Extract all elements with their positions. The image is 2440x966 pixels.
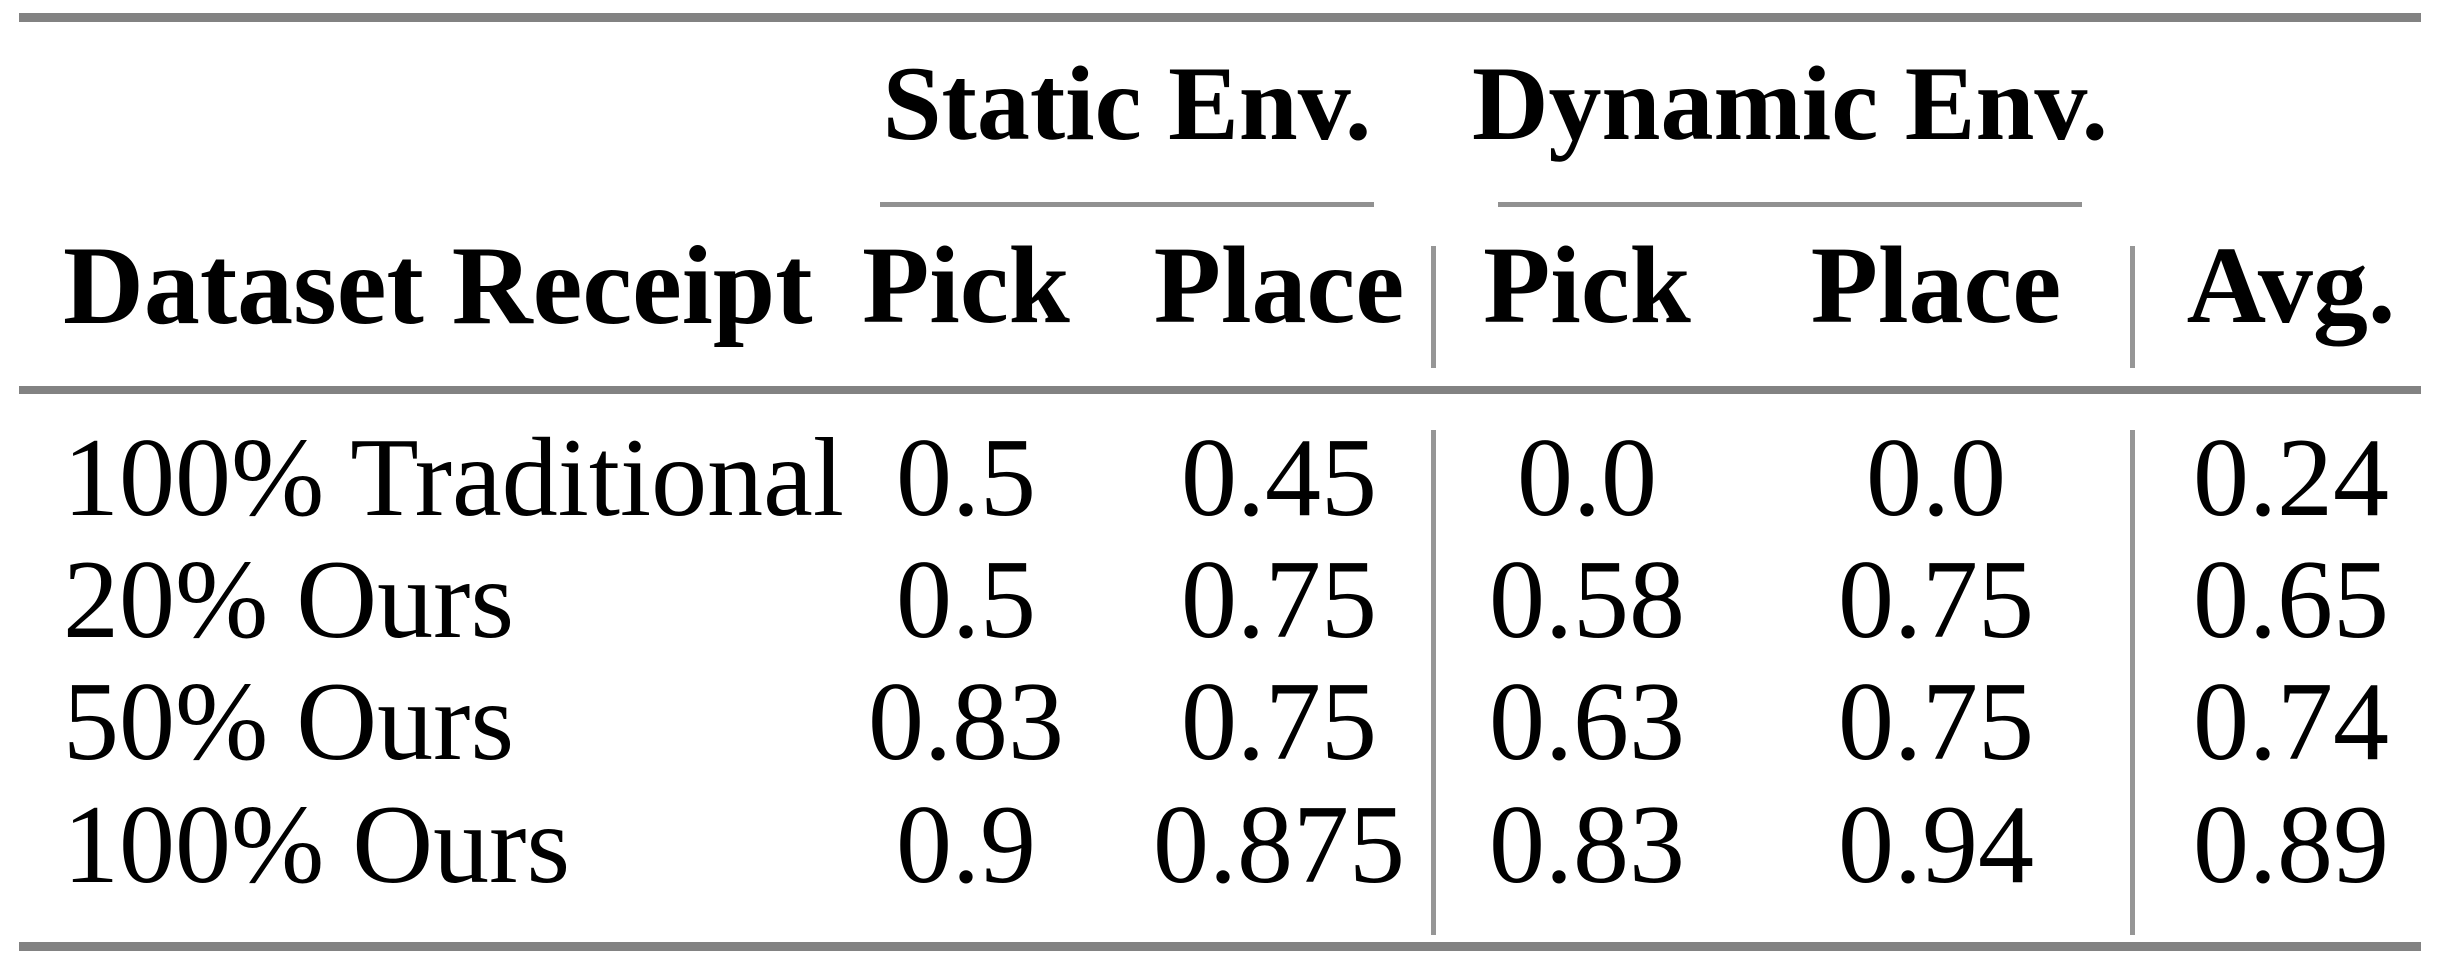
cell-dynamic-pick: 0.0 bbox=[1517, 416, 1657, 540]
row-label: 50% Ours bbox=[63, 660, 515, 784]
row-label: 100% Ours bbox=[63, 783, 571, 907]
vertical-separator-dynamic-avg bbox=[2130, 246, 2135, 368]
cell-dynamic-place: 0.0 bbox=[1866, 416, 2006, 540]
group-header-static-env: Static Env. bbox=[882, 45, 1372, 162]
cell-static-pick: 0.9 bbox=[896, 783, 1036, 907]
row-label: 20% Ours bbox=[63, 538, 515, 662]
cell-static-place: 0.75 bbox=[1181, 538, 1377, 662]
cell-avg: 0.74 bbox=[2193, 660, 2389, 784]
cell-static-place: 0.75 bbox=[1181, 660, 1377, 784]
header-body-rule bbox=[19, 386, 2421, 394]
column-header-static-pick: Pick bbox=[862, 224, 1070, 346]
column-header-avg: Avg. bbox=[2186, 224, 2396, 346]
cell-dynamic-pick: 0.58 bbox=[1489, 538, 1685, 662]
row-label: 100% Traditional bbox=[63, 416, 844, 540]
cell-dynamic-place: 0.94 bbox=[1838, 783, 2034, 907]
vertical-separator-static-dynamic bbox=[1431, 246, 1436, 368]
group-header-dynamic-env: Dynamic Env. bbox=[1471, 45, 2109, 162]
cell-static-pick: 0.5 bbox=[896, 538, 1036, 662]
cell-static-pick: 0.5 bbox=[896, 416, 1036, 540]
cell-dynamic-place: 0.75 bbox=[1838, 538, 2034, 662]
column-header-dynamic-pick: Pick bbox=[1483, 224, 1691, 346]
cell-avg: 0.24 bbox=[2193, 416, 2389, 540]
static-group-underline bbox=[880, 202, 1374, 207]
vertical-separator-dynamic-avg bbox=[2130, 430, 2135, 935]
dynamic-group-underline bbox=[1498, 202, 2082, 207]
cell-static-place: 0.45 bbox=[1181, 416, 1377, 540]
cell-dynamic-pick: 0.63 bbox=[1489, 660, 1685, 784]
cell-static-place: 0.875 bbox=[1153, 783, 1405, 907]
cell-dynamic-pick: 0.83 bbox=[1489, 783, 1685, 907]
column-header-dynamic-place: Place bbox=[1810, 224, 2062, 346]
column-header-dataset-receipt: Dataset Receipt bbox=[63, 224, 813, 348]
cell-avg: 0.65 bbox=[2193, 538, 2389, 662]
vertical-separator-static-dynamic bbox=[1431, 430, 1436, 935]
top-rule bbox=[19, 13, 2421, 22]
bottom-rule bbox=[19, 942, 2421, 951]
column-header-static-place: Place bbox=[1153, 224, 1405, 346]
cell-dynamic-place: 0.75 bbox=[1838, 660, 2034, 784]
cell-avg: 0.89 bbox=[2193, 783, 2389, 907]
cell-static-pick: 0.83 bbox=[868, 660, 1064, 784]
